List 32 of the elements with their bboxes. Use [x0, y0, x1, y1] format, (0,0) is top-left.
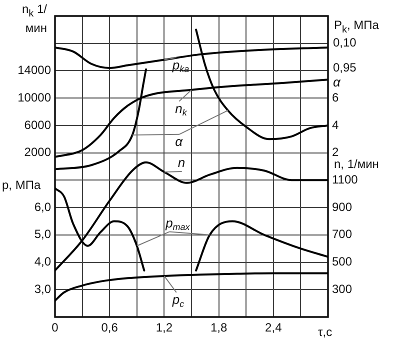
y2-axis-title: P$_{k}$, МПа [334, 18, 379, 38]
y-axis-title: p, МПа [2, 178, 41, 192]
y-tick-label: 14000 [18, 63, 52, 78]
y2-tick-label: 1100 [332, 172, 358, 186]
y-tick-label: 2000 [24, 145, 52, 160]
text: α [333, 74, 341, 90]
text: 0,10 [333, 35, 357, 50]
x-tick-label: 2,4 [265, 320, 282, 335]
text: α [175, 134, 184, 150]
y2-tick-label: 2 [332, 145, 339, 160]
line-series [55, 161, 328, 272]
y2-axis-title: n, 1/мин [334, 156, 379, 171]
y2-tick-label: 300 [332, 282, 352, 296]
y-tick-label: 6,0 [34, 200, 52, 214]
y-tick-label: 3,0 [34, 282, 52, 296]
y-tick-label: 4,0 [34, 254, 52, 269]
text: 0,95 [333, 60, 357, 74]
y2-tick-label: 500 [332, 254, 352, 269]
y2-tick-label: 6 [332, 90, 339, 104]
x-axis-title: τ,c [318, 325, 332, 339]
y-tick-label: 10000 [18, 90, 52, 104]
y2-tick-label: 900 [332, 200, 352, 214]
x-tick-label: 1,2 [156, 320, 173, 335]
x-tick-label: 1,8 [210, 320, 228, 335]
series-label: n [178, 155, 186, 170]
x-tick-label: 0,6 [101, 320, 118, 335]
y-tick-label: 5,0 [34, 227, 52, 242]
y2-tick-label: 700 [332, 227, 352, 242]
y-axis-title: n$_{k}$ 1/мин [20, 2, 47, 36]
x-tick-label: 0 [52, 320, 59, 335]
y2-tick-label: 4 [332, 118, 339, 132]
y-tick-label: 6000 [24, 118, 52, 132]
